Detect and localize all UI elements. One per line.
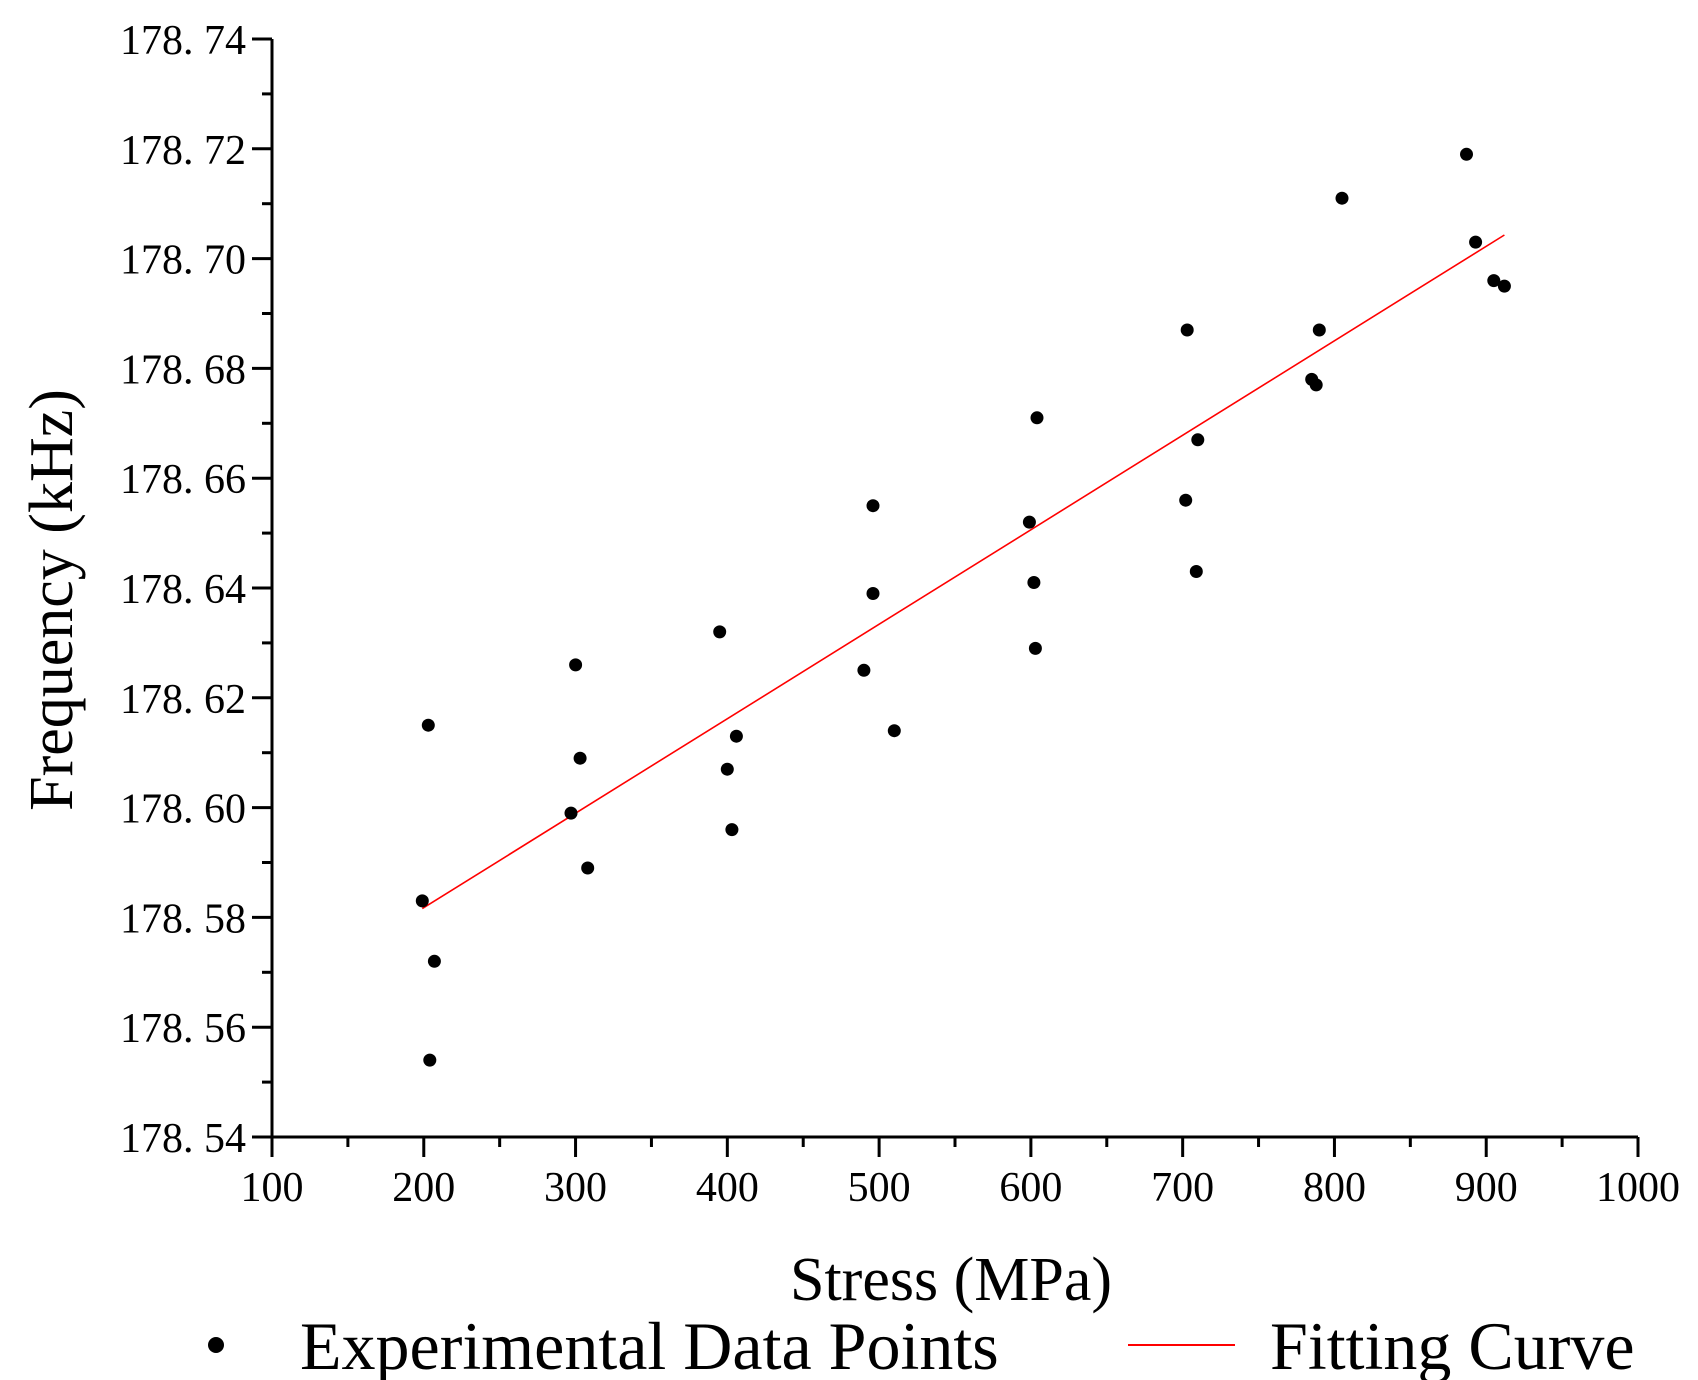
data-point <box>729 729 743 743</box>
y-axis-title: Frequency (kHz) <box>18 389 86 811</box>
y-tick-label: 178. 58 <box>120 896 246 942</box>
data-point <box>1028 641 1042 655</box>
data-point <box>866 587 880 600</box>
y-tick-label: 178. 66 <box>120 457 246 503</box>
x-tick-label: 200 <box>392 1165 455 1211</box>
data-point <box>1191 433 1205 447</box>
data-point <box>1487 274 1501 288</box>
data-point <box>421 718 435 732</box>
y-tick-label: 178. 70 <box>120 238 246 284</box>
data-point <box>857 663 871 677</box>
data-points-layer <box>415 147 1511 1067</box>
data-point <box>1312 323 1326 337</box>
data-point <box>1027 576 1041 589</box>
data-point <box>573 751 587 765</box>
y-tick-label: 178. 68 <box>120 347 246 393</box>
data-point <box>581 861 595 875</box>
axes <box>270 39 1638 1139</box>
tick-marks <box>252 37 1640 1157</box>
data-point <box>1179 493 1193 507</box>
fitting-curve-line <box>421 234 1505 910</box>
data-point <box>887 724 901 738</box>
x-tick-label: 700 <box>1151 1165 1214 1211</box>
x-tick-label: 600 <box>999 1165 1062 1211</box>
x-tick-label: 1000 <box>1596 1165 1680 1211</box>
data-point <box>1030 411 1044 425</box>
legend-label-fitting-curve: Fitting Curve <box>1270 1308 1635 1380</box>
data-point <box>713 625 727 639</box>
data-point <box>415 894 429 908</box>
data-point <box>720 762 734 776</box>
x-tick-label: 100 <box>241 1165 304 1211</box>
data-point <box>423 1053 437 1067</box>
data-point <box>1309 378 1323 392</box>
legend-label-experimental: Experimental Data Points <box>300 1308 999 1380</box>
x-axis-title: Stress (MPa) <box>790 1246 1112 1314</box>
y-tick-label: 178. 74 <box>120 18 246 64</box>
data-point <box>1460 147 1473 161</box>
data-point <box>1022 515 1036 529</box>
x-tick-label: 300 <box>544 1165 607 1211</box>
y-tick-label: 178. 72 <box>120 128 246 174</box>
x-tick-label: 800 <box>1303 1165 1366 1211</box>
data-point <box>1335 191 1349 205</box>
legend-marker-experimental <box>208 1337 224 1353</box>
y-tick-label: 178. 54 <box>120 1116 246 1162</box>
data-point <box>1469 235 1483 249</box>
x-tick-label: 900 <box>1455 1165 1518 1211</box>
y-tick-label: 178. 62 <box>120 677 246 723</box>
y-tick-labels: 178. 54 178. 56 178. 58 178. 60 178. 62 178. … <box>120 18 246 1162</box>
x-tick-labels: 100 200 300 400 500 600 700 800 900 1000 <box>241 1165 1681 1211</box>
data-point <box>427 954 441 968</box>
y-tick-label: 178. 56 <box>120 1006 246 1052</box>
data-point <box>569 658 583 672</box>
legend: Experimental Data Points Fitting Curve <box>208 1308 1635 1380</box>
x-tick-label: 400 <box>696 1165 759 1211</box>
data-point <box>1180 323 1194 337</box>
x-tick-label: 500 <box>848 1165 911 1211</box>
y-tick-label: 178. 60 <box>120 787 246 833</box>
data-point <box>564 806 578 820</box>
data-point <box>1189 565 1203 578</box>
data-point <box>725 823 739 837</box>
fitting-curve-layer <box>421 234 1505 910</box>
data-point <box>1497 279 1511 293</box>
data-point <box>866 499 880 513</box>
y-tick-label: 178. 64 <box>120 567 246 613</box>
